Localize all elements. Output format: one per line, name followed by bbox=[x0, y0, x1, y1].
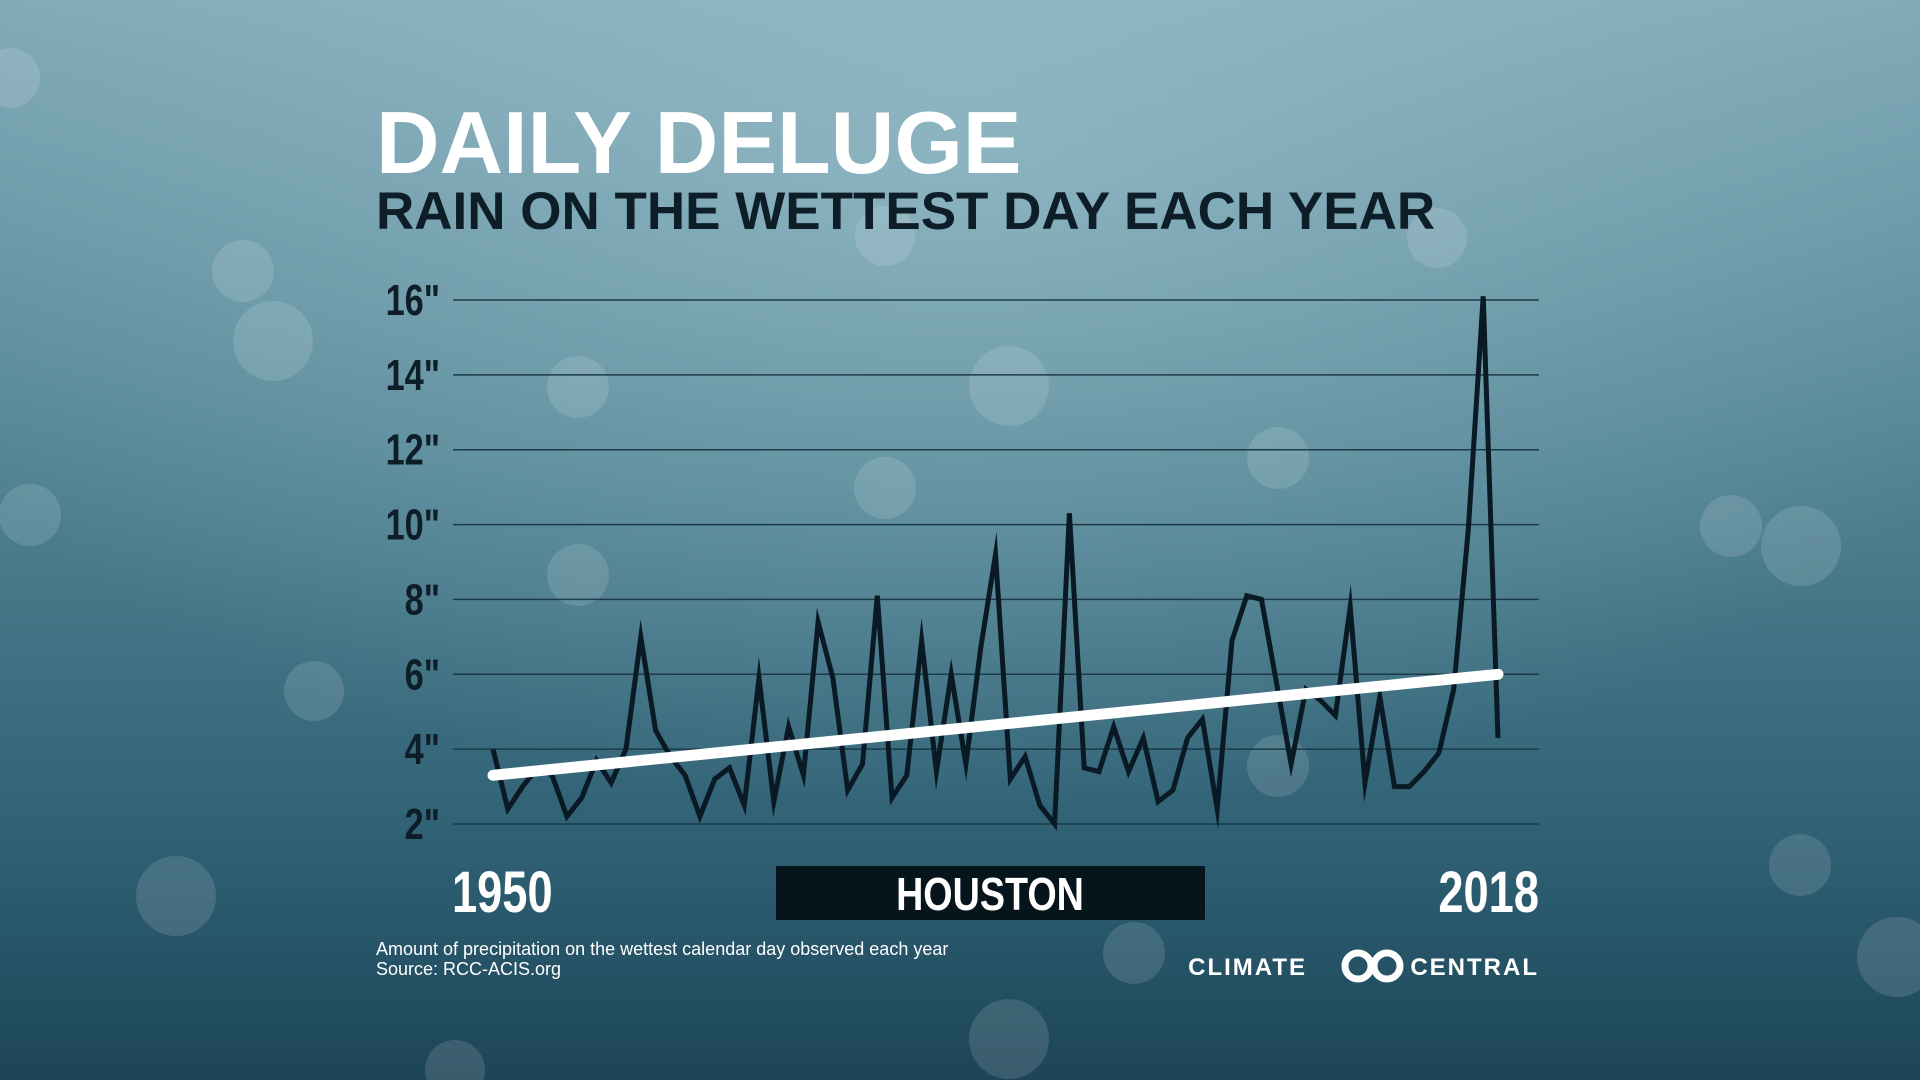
y-tick-label: 14" bbox=[386, 351, 440, 400]
y-tick-label: 10" bbox=[386, 501, 440, 550]
x-tick-label: 2018 bbox=[1438, 861, 1539, 926]
source: Source: RCC-ACIS.org bbox=[376, 959, 561, 979]
brand-right: CENTRAL bbox=[1410, 954, 1539, 981]
y-tick-label: 8" bbox=[405, 575, 440, 624]
y-tick-label: 6" bbox=[405, 650, 440, 699]
x-tick-label: 1950 bbox=[452, 861, 553, 926]
data-line bbox=[490, 296, 1501, 831]
y-tick-label: 12" bbox=[386, 426, 440, 475]
brand-left: CLIMATE bbox=[1188, 954, 1307, 981]
subtitle: RAIN ON THE WETTEST DAY EACH YEAR bbox=[376, 182, 1435, 241]
y-tick-label: 4" bbox=[405, 725, 440, 774]
brand-logo bbox=[1341, 949, 1404, 983]
note: Amount of precipitation on the wettest c… bbox=[376, 939, 948, 959]
bokeh bbox=[0, 48, 1920, 1080]
location-box bbox=[776, 866, 1205, 920]
y-tick-label: 2" bbox=[405, 800, 440, 849]
location-label: HOUSTON bbox=[896, 868, 1084, 919]
trend-line bbox=[487, 668, 1504, 781]
title: DAILY DELUGE bbox=[376, 93, 1021, 192]
y-tick-label: 16" bbox=[386, 276, 440, 325]
